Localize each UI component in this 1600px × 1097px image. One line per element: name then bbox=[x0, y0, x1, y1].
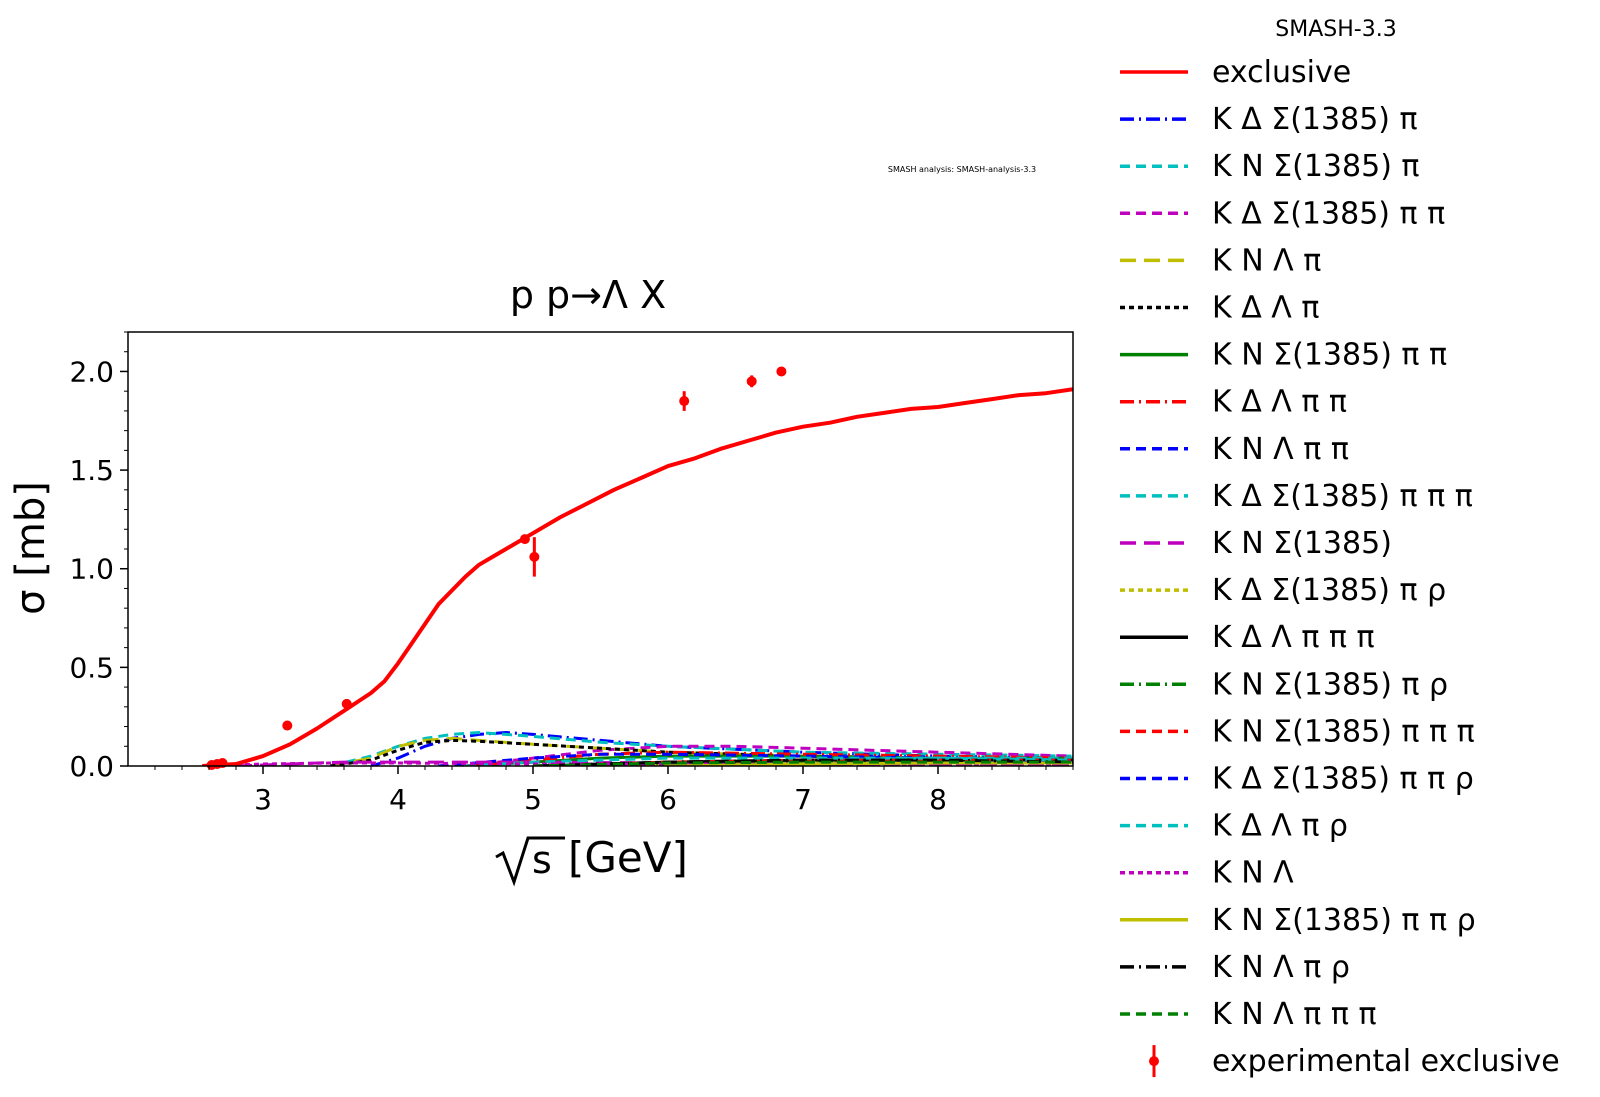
legend-label: K Δ Σ(1385) π ρ bbox=[1212, 573, 1446, 608]
legend-label: K N Σ(1385) bbox=[1212, 526, 1392, 561]
x-tick-label: 3 bbox=[254, 783, 272, 816]
analysis-watermark: SMASH analysis: SMASH-analysis-3.3 bbox=[888, 165, 1036, 174]
series-line-exclusive bbox=[202, 387, 1073, 766]
y-axis-label: σ [mb] bbox=[8, 481, 54, 615]
legend-label: K Δ Σ(1385) π π π bbox=[1212, 479, 1473, 514]
legend-entry-k-n: K N Λ π π π bbox=[1120, 997, 1377, 1032]
legend-label: K Δ Σ(1385) π π ρ bbox=[1212, 762, 1474, 797]
legend-title: SMASH-3.3 bbox=[1275, 17, 1396, 42]
y-tick-label: 1.5 bbox=[69, 454, 114, 487]
x-tick-label: 7 bbox=[794, 783, 812, 816]
legend-entry-experimental-exclusive: experimental exclusive bbox=[1149, 1044, 1560, 1079]
legend-entry-k: K Δ Λ π π bbox=[1120, 385, 1347, 420]
legend-label: K N Σ(1385) π π ρ bbox=[1212, 903, 1476, 938]
experimental-layer bbox=[206, 366, 787, 771]
plot-frame bbox=[127, 331, 1074, 767]
legend-entry-k: K Δ Λ π bbox=[1120, 291, 1319, 326]
experimental-point bbox=[529, 551, 540, 562]
legend-entry-k-1385: K Δ Σ(1385) π π π bbox=[1120, 479, 1473, 514]
x-tick-label: 8 bbox=[929, 783, 947, 816]
series-layer bbox=[202, 387, 1073, 766]
legend-label: K N Σ(1385) π π bbox=[1212, 338, 1447, 373]
legend-label: K Δ Σ(1385) π π bbox=[1212, 196, 1445, 231]
experimental-point bbox=[282, 720, 293, 731]
y-tick-label: 0.5 bbox=[69, 651, 114, 684]
sqrt-symbol bbox=[495, 836, 565, 887]
legend-label: K Δ Σ(1385) π bbox=[1212, 102, 1418, 137]
y-tick-label: 1.0 bbox=[69, 553, 114, 586]
legend: SMASH-3.3 exclusive K Δ Σ(1385) π K N Σ(13… bbox=[1120, 17, 1560, 1079]
legend-label: K Δ Λ π π π bbox=[1212, 620, 1375, 655]
series-line-k-1385 bbox=[370, 731, 1073, 766]
legend-entry-k-n: K N Λ bbox=[1120, 856, 1294, 891]
legend-entry-k-n-1385: K N Σ(1385) π π bbox=[1120, 338, 1447, 373]
legend-entry-k-n-1385: K N Σ(1385) π π ρ bbox=[1120, 903, 1476, 938]
x-tick-label: 6 bbox=[659, 783, 677, 816]
legend-entry-k-n: K N Λ π bbox=[1120, 243, 1321, 278]
legend-entry-k-1385: K Δ Σ(1385) π ρ bbox=[1120, 573, 1446, 608]
legend-entry-k-1385: K Δ Σ(1385) π π ρ bbox=[1120, 762, 1474, 797]
legend-entry-k-n-1385: K N Σ(1385) π ρ bbox=[1120, 667, 1448, 702]
series-line-k bbox=[465, 750, 1073, 766]
y-tick-label: 2.0 bbox=[69, 355, 114, 388]
legend-label: K N Λ π bbox=[1212, 243, 1321, 278]
legend-label: K Δ Λ π π bbox=[1212, 385, 1347, 420]
x-axis-sqrt-s: s bbox=[532, 838, 552, 882]
legend-label: K N Σ(1385) π π π bbox=[1212, 714, 1475, 749]
axis-ticks: 3 4 5 6 7 8 0.0 0.5 1.0 1.5 2.0 bbox=[69, 331, 1074, 816]
legend-entry-k-1385: K Δ Σ(1385) π π bbox=[1120, 196, 1445, 231]
y-tick-label: 0.0 bbox=[69, 750, 114, 783]
legend-label: exclusive bbox=[1212, 55, 1351, 90]
experimental-point bbox=[776, 366, 787, 377]
series-line-k-n bbox=[532, 760, 1073, 766]
legend-label: K N Λ π π π bbox=[1212, 997, 1377, 1032]
legend-label: K Δ Λ π bbox=[1212, 291, 1319, 326]
legend-entry-k-1385: K Δ Σ(1385) π bbox=[1120, 102, 1418, 137]
x-axis-unit: [GeV] bbox=[568, 833, 688, 882]
series-line-k-1385 bbox=[465, 744, 1073, 766]
series-line-k-n bbox=[330, 736, 1073, 766]
legend-entry-k-n: K N Λ π π bbox=[1120, 432, 1349, 467]
legend-entry-k: K Δ Λ π π π bbox=[1120, 620, 1375, 655]
legend-label: K N Λ π π bbox=[1212, 432, 1349, 467]
legend-label: K N Σ(1385) π bbox=[1212, 149, 1420, 184]
experimental-point bbox=[519, 534, 530, 545]
legend-label: K N Σ(1385) π ρ bbox=[1212, 667, 1448, 702]
experimental-point bbox=[679, 396, 690, 407]
legend-entry-k-n-1385: K N Σ(1385) π bbox=[1120, 149, 1420, 184]
legend-label: K N Λ π ρ bbox=[1212, 950, 1350, 985]
x-tick-label: 4 bbox=[389, 783, 407, 816]
plot-area: 3 4 5 6 7 8 0.0 0.5 1.0 1.5 2.0 bbox=[69, 331, 1074, 816]
legend-label: K Δ Λ π ρ bbox=[1212, 809, 1348, 844]
legend-entry-k-n: K N Λ π ρ bbox=[1120, 950, 1350, 985]
legend-swatch-point bbox=[1149, 1056, 1159, 1067]
series-line-k bbox=[465, 756, 1073, 766]
legend-entry-k-n-1385: K N Σ(1385) π π π bbox=[1120, 714, 1475, 749]
series-line-k-n-1385 bbox=[330, 731, 1073, 766]
x-axis-label: s [GeV] bbox=[495, 833, 688, 887]
chart-title: p p→Λ X bbox=[510, 273, 666, 317]
legend-entry-k-n-1385: K N Σ(1385) bbox=[1120, 526, 1392, 561]
legend-label: experimental exclusive bbox=[1212, 1044, 1560, 1079]
legend-entry-k: K Δ Λ π ρ bbox=[1120, 809, 1348, 844]
experimental-point bbox=[341, 698, 352, 709]
legend-label: K N Λ bbox=[1212, 856, 1294, 891]
x-tick-label: 5 bbox=[524, 783, 542, 816]
experimental-point bbox=[746, 376, 757, 387]
legend-entry-exclusive: exclusive bbox=[1120, 55, 1351, 90]
